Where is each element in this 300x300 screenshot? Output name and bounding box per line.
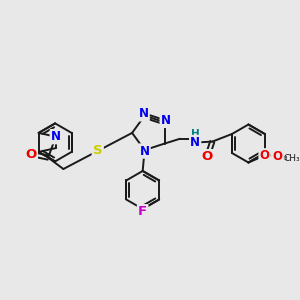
Text: CH₃: CH₃ bbox=[284, 154, 300, 163]
Text: H: H bbox=[191, 129, 200, 139]
Text: O: O bbox=[260, 149, 270, 162]
Text: F: F bbox=[138, 205, 147, 218]
Text: N: N bbox=[140, 145, 150, 158]
Text: N: N bbox=[139, 107, 148, 120]
Text: N: N bbox=[51, 130, 61, 143]
Text: CH₃: CH₃ bbox=[271, 153, 288, 162]
Text: O: O bbox=[26, 148, 37, 161]
Text: N: N bbox=[161, 114, 171, 127]
Text: S: S bbox=[93, 145, 103, 158]
Text: O: O bbox=[272, 150, 282, 163]
Text: O: O bbox=[201, 150, 212, 163]
Text: N: N bbox=[190, 136, 200, 149]
